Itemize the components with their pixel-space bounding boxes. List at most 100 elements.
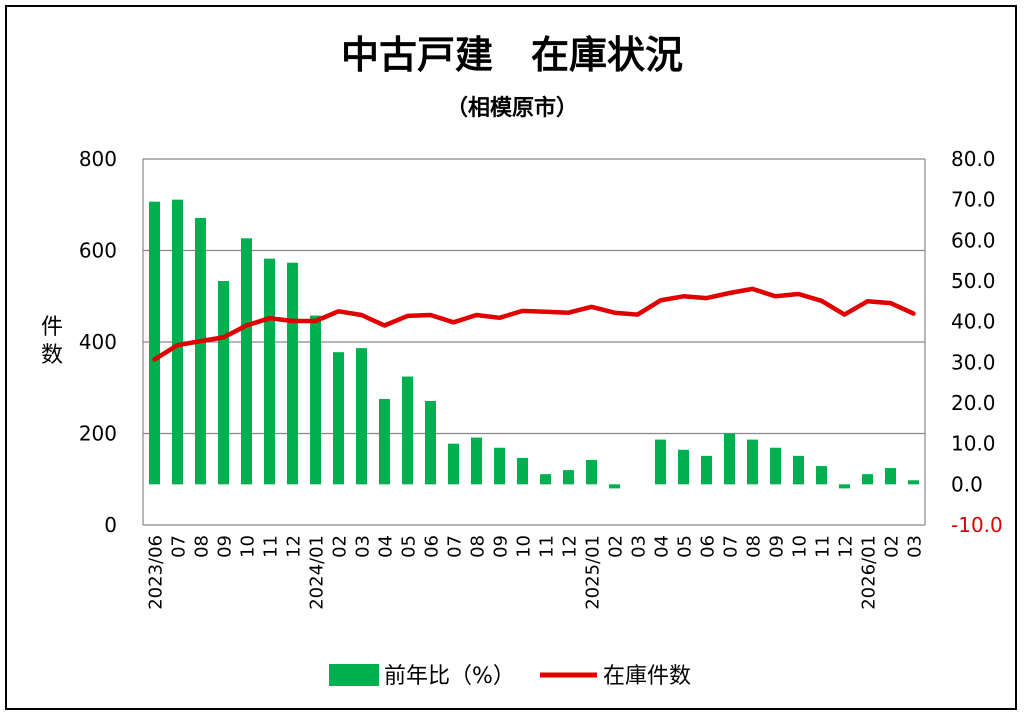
x-tick-label: 11	[537, 535, 558, 558]
x-tick-label: 03	[905, 535, 926, 558]
bar	[194, 217, 207, 485]
bar	[493, 447, 506, 485]
x-tick-label: 2026/01	[859, 535, 880, 610]
bar	[217, 281, 230, 485]
bar	[309, 315, 322, 485]
x-tick-label: 02	[330, 535, 351, 558]
x-tick-label: 09	[767, 535, 788, 558]
bar	[861, 474, 874, 485]
chart-frame	[5, 5, 1017, 710]
y2-tick-label: 50.0	[951, 269, 996, 293]
x-tick-label: 05	[399, 535, 420, 558]
x-tick-label: 12	[284, 535, 305, 558]
x-tick-label: 12	[836, 535, 857, 558]
bar	[332, 352, 345, 485]
x-tick-label: 2025/01	[583, 535, 604, 610]
bar	[884, 468, 897, 485]
bar	[677, 449, 690, 485]
bar	[769, 447, 782, 485]
bar	[171, 199, 184, 485]
x-tick-label: 02	[606, 535, 627, 558]
y2-tick-label: 80.0	[951, 147, 996, 171]
legend-label-line: 在庫件数	[603, 664, 691, 689]
bar-series	[148, 199, 920, 489]
x-tick-label: 08	[468, 535, 489, 558]
y-tick-label: 600	[79, 239, 117, 263]
x-tick-label: 07	[445, 535, 466, 558]
bar	[585, 459, 598, 485]
x-tick-label: 03	[353, 535, 374, 558]
bar	[516, 457, 529, 485]
y-axis-label-char: 数	[41, 343, 63, 368]
x-tick-label: 09	[491, 535, 512, 558]
x-tick-label: 05	[675, 535, 696, 558]
x-tick-label: 11	[813, 535, 834, 558]
x-tick-label: 10	[514, 535, 535, 558]
line-path	[152, 286, 916, 362]
y-tick-label: 200	[79, 422, 117, 446]
x-tick-label: 06	[698, 535, 719, 558]
bar	[723, 433, 736, 485]
bar	[286, 262, 299, 485]
x-tick-label: 06	[422, 535, 443, 558]
y2-tick-label: -10.0	[951, 513, 1003, 537]
x-tick-label: 07	[721, 535, 742, 558]
x-tick-label: 08	[744, 535, 765, 558]
y-tick-label: 800	[79, 147, 117, 171]
x-tick-label: 10	[790, 535, 811, 558]
x-tick-label: 04	[376, 535, 397, 558]
bar	[654, 439, 667, 485]
y2-tick-label: 30.0	[951, 350, 996, 374]
x-tick-label: 2024/01	[307, 535, 328, 610]
bar	[792, 455, 805, 485]
bar	[562, 470, 575, 485]
axes	[142, 159, 926, 526]
bar	[539, 474, 552, 485]
x-tick-label: 09	[215, 535, 236, 558]
x-axis-ticks: 2023/06 07 08 09 10 11 12 2024/01 02 03 04 05 06 07 08…	[146, 535, 926, 610]
legend-label-bar: 前年比（%）	[384, 664, 515, 689]
bar	[263, 258, 276, 485]
y2-tick-label: 60.0	[951, 228, 996, 252]
y2-tick-label: 0.0	[951, 472, 983, 496]
y2-tick-label: 10.0	[951, 432, 996, 456]
x-tick-label: 02	[882, 535, 903, 558]
bar	[907, 480, 920, 485]
y2-tick-label: 20.0	[951, 391, 996, 415]
bar	[470, 437, 483, 485]
bar	[608, 484, 621, 489]
legend: 前年比（%） 在庫件数	[329, 664, 691, 689]
chart-title: 中古戸建 在庫状況	[341, 33, 683, 77]
bar	[424, 400, 437, 485]
x-tick-label: 08	[192, 535, 213, 558]
x-tick-label: 11	[261, 535, 282, 558]
y-tick-label: 0	[104, 513, 117, 537]
bar	[447, 443, 460, 485]
bar	[401, 376, 414, 485]
bar	[815, 466, 828, 485]
bar	[148, 201, 161, 485]
y-axis-label-char: 件	[41, 315, 63, 340]
y2-tick-label: 40.0	[951, 310, 996, 334]
x-tick-label: 07	[169, 535, 190, 558]
bar	[838, 484, 851, 489]
x-tick-label: 10	[238, 535, 259, 558]
y-tick-label: 400	[79, 330, 117, 354]
y-axis-label: 件数	[41, 315, 63, 368]
x-tick-label: 2023/06	[146, 535, 167, 610]
bar	[240, 238, 253, 485]
x-tick-label: 12	[560, 535, 581, 558]
y-axis-ticks: 0 200 400 600 800	[79, 147, 117, 537]
bar	[355, 348, 368, 485]
x-tick-label: 04	[652, 535, 673, 558]
legend-swatch-bar	[329, 664, 379, 686]
bar	[378, 398, 391, 485]
line-series	[152, 286, 916, 362]
x-tick-label: 03	[629, 535, 650, 558]
y2-tick-label: 70.0	[951, 188, 996, 212]
chart-subtitle: （相模原市）	[446, 95, 578, 121]
bar	[700, 455, 713, 485]
bar	[746, 439, 759, 485]
y2-axis-ticks: -10.0 0.0 10.0 20.0 30.0 40.0 50.0 60.0 70.0 80.0	[951, 147, 1003, 537]
